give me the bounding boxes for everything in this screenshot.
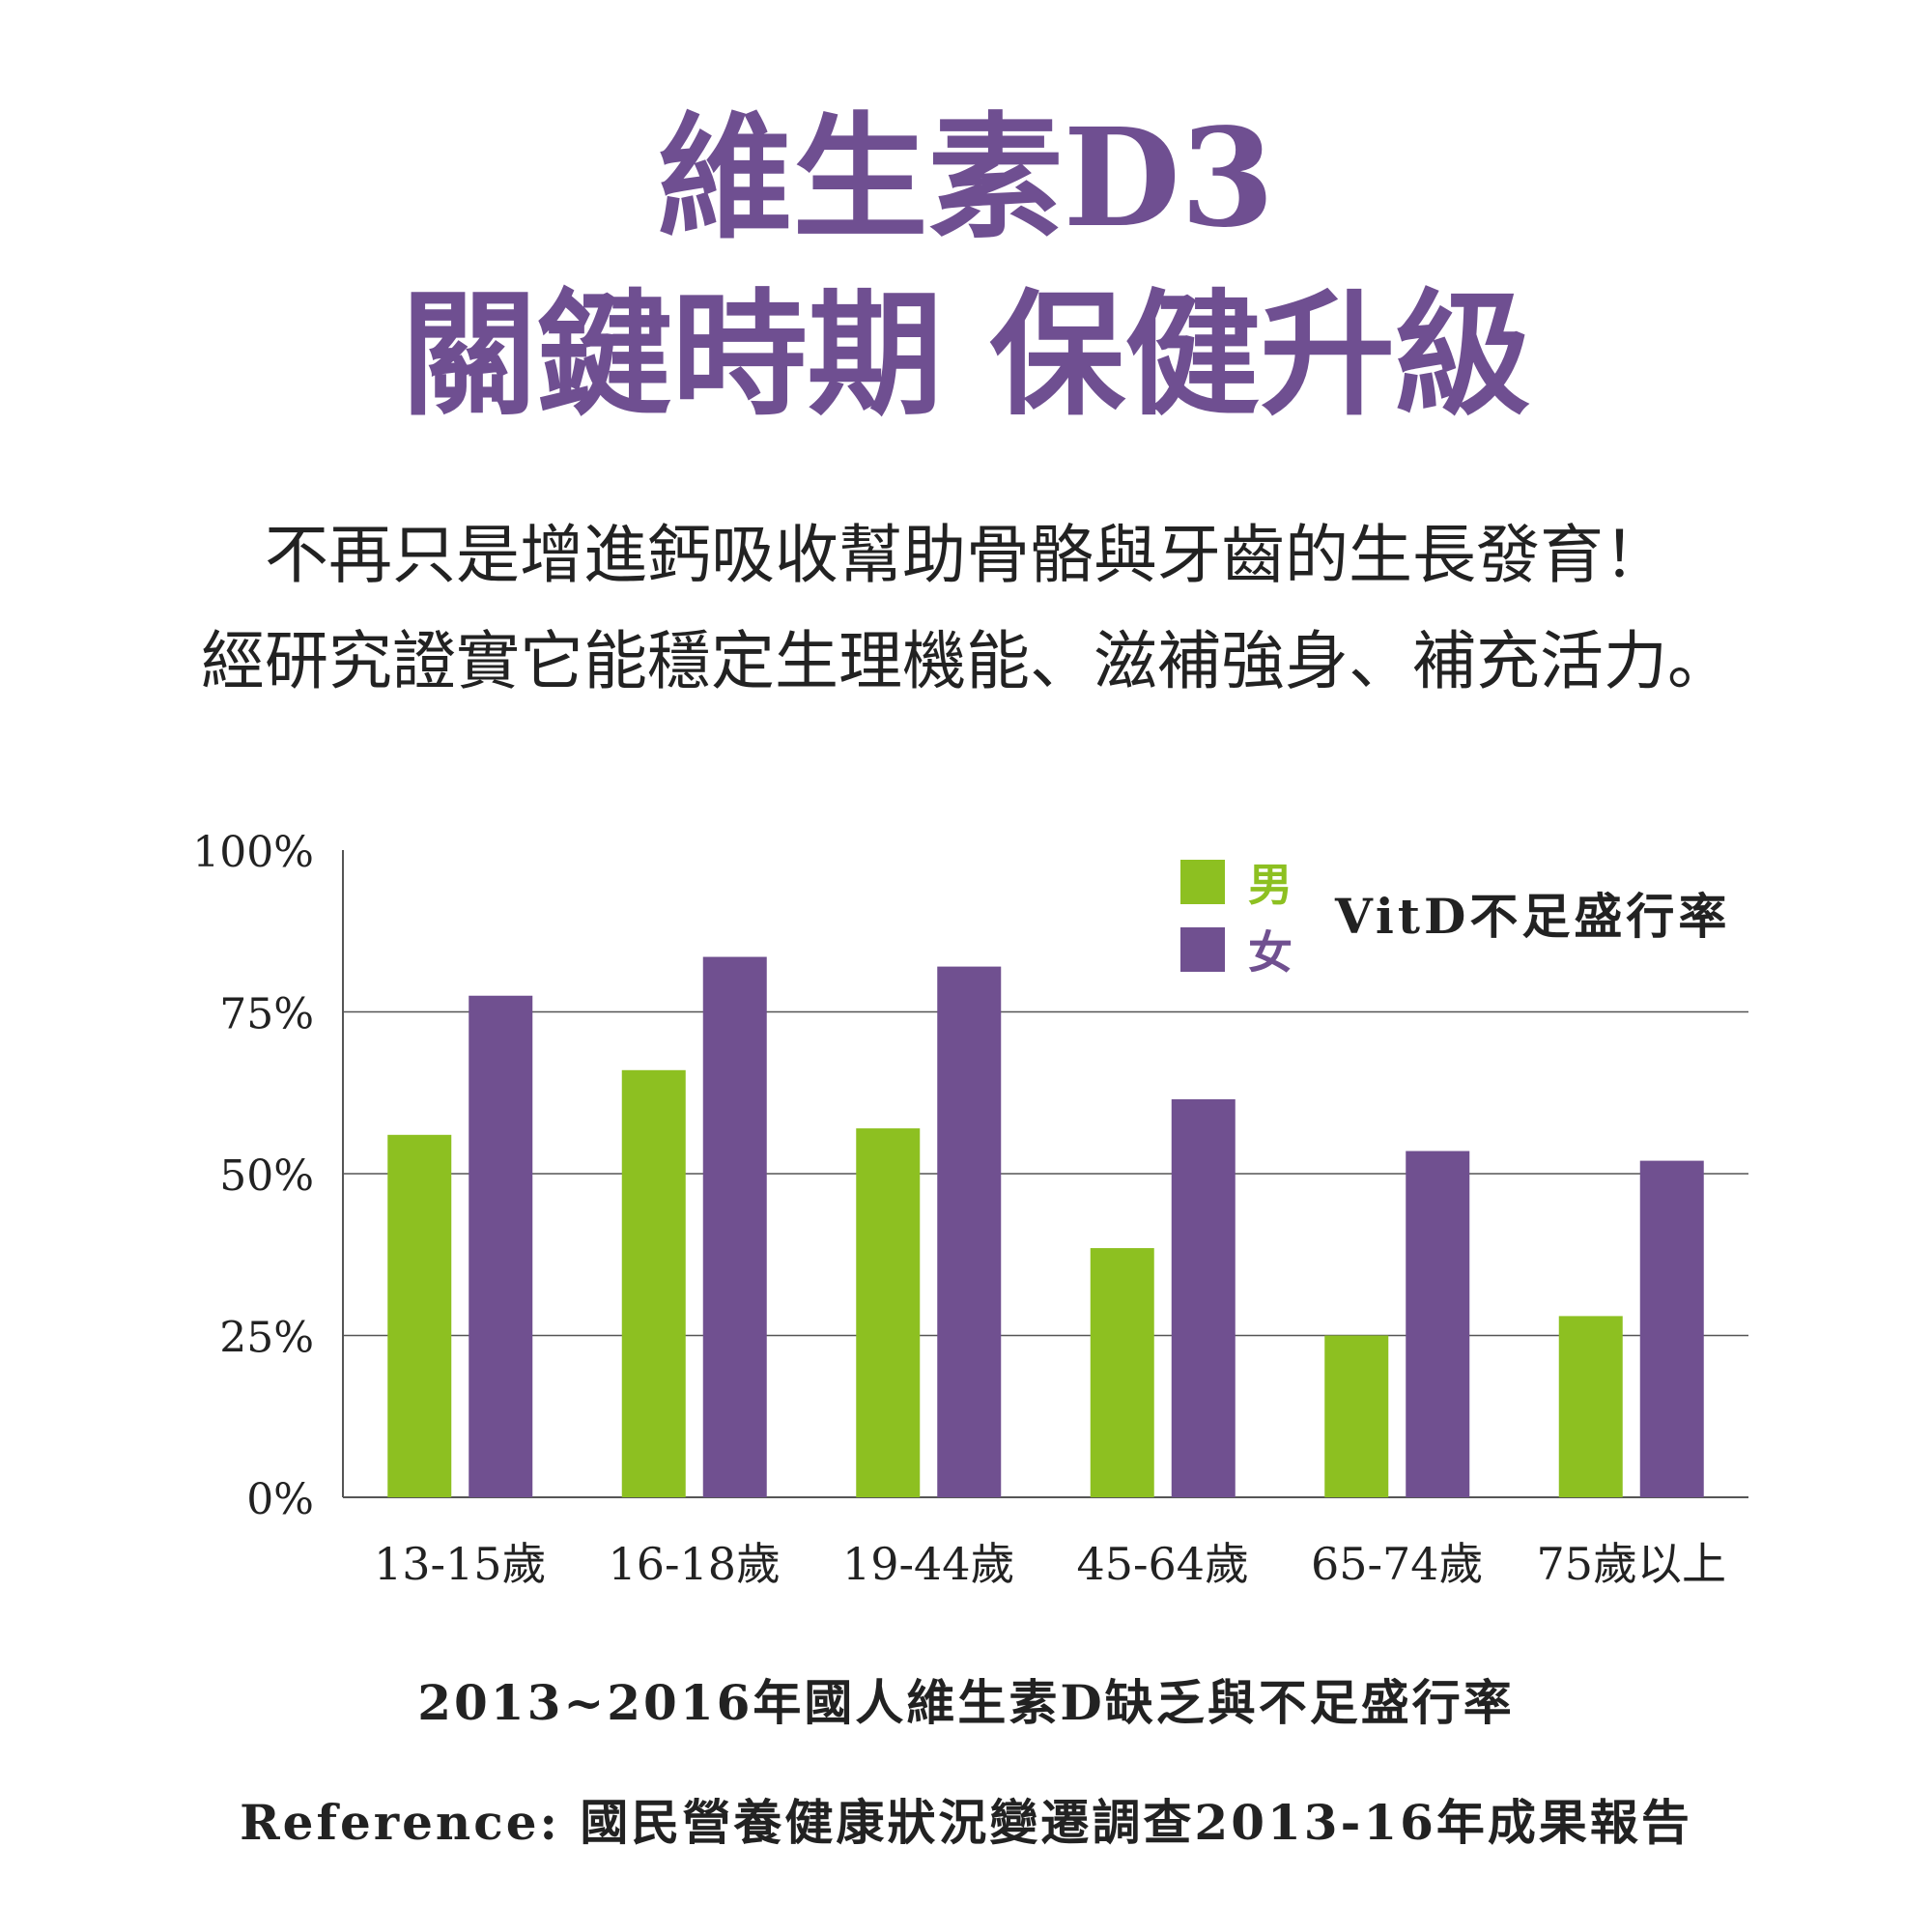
bars <box>387 956 1704 1497</box>
bar-male <box>1090 1248 1154 1497</box>
subtitle-line2: 經研究證實它能穩定生理機能、滋補強身、補充活力。 <box>201 624 1731 698</box>
axes <box>342 850 1748 1498</box>
bar-female <box>469 995 533 1497</box>
legend-swatch <box>1180 927 1225 972</box>
bar-male <box>1324 1335 1389 1497</box>
reference-text: Reference: 國民營養健康狀況變遷調查2013-16年成果報告 <box>240 1794 1692 1851</box>
y-tick-label: 50% <box>219 1151 314 1201</box>
bar-female <box>937 966 1002 1497</box>
page-title-line1: 維生素D3 <box>657 99 1275 258</box>
legend: 男女 <box>1180 859 1293 979</box>
bar-male <box>387 1134 452 1497</box>
y-tick-label: 25% <box>219 1314 314 1363</box>
bar-female <box>1639 1160 1704 1497</box>
y-tick-label: 0% <box>246 1475 314 1524</box>
legend-swatch <box>1180 860 1225 904</box>
subtitle-line1: 不再只是增進鈣吸收幫助骨骼與牙齒的生長發育！ <box>265 518 1667 592</box>
bar-male <box>856 1128 921 1497</box>
legend-label: 女 <box>1248 926 1293 979</box>
page-title-line2: 關鍵時期 保健升級 <box>401 276 1531 435</box>
x-tick-label: 45-64歲 <box>1076 1538 1249 1590</box>
chart-caption: 2013~2016年國人維生素D缺乏與不足盛行率 <box>417 1674 1515 1731</box>
chart-title: VitD不足盛行率 <box>1334 888 1730 945</box>
x-tick-label: 19-44歲 <box>842 1538 1015 1590</box>
grid-lines <box>343 1010 1748 1337</box>
x-tick-label: 65-74歲 <box>1311 1538 1484 1590</box>
bar-female <box>702 956 767 1497</box>
x-tick-label: 75歲以上 <box>1536 1538 1726 1590</box>
y-tick-label: 100% <box>192 828 314 877</box>
legend-label: 男 <box>1248 859 1293 911</box>
bar-male <box>621 1069 686 1497</box>
bar-male <box>1558 1316 1623 1497</box>
bar-female <box>1171 1098 1236 1497</box>
y-tick-label: 75% <box>219 990 314 1039</box>
bar-female <box>1406 1151 1470 1497</box>
tick-labels: 0% 25% 50% 75% 100% 13-15歲 16-18歲 19-44歲 45-64歲 6… <box>192 828 1726 1590</box>
x-tick-label: 16-18歲 <box>608 1538 781 1590</box>
x-tick-label: 13-15歲 <box>374 1538 547 1590</box>
